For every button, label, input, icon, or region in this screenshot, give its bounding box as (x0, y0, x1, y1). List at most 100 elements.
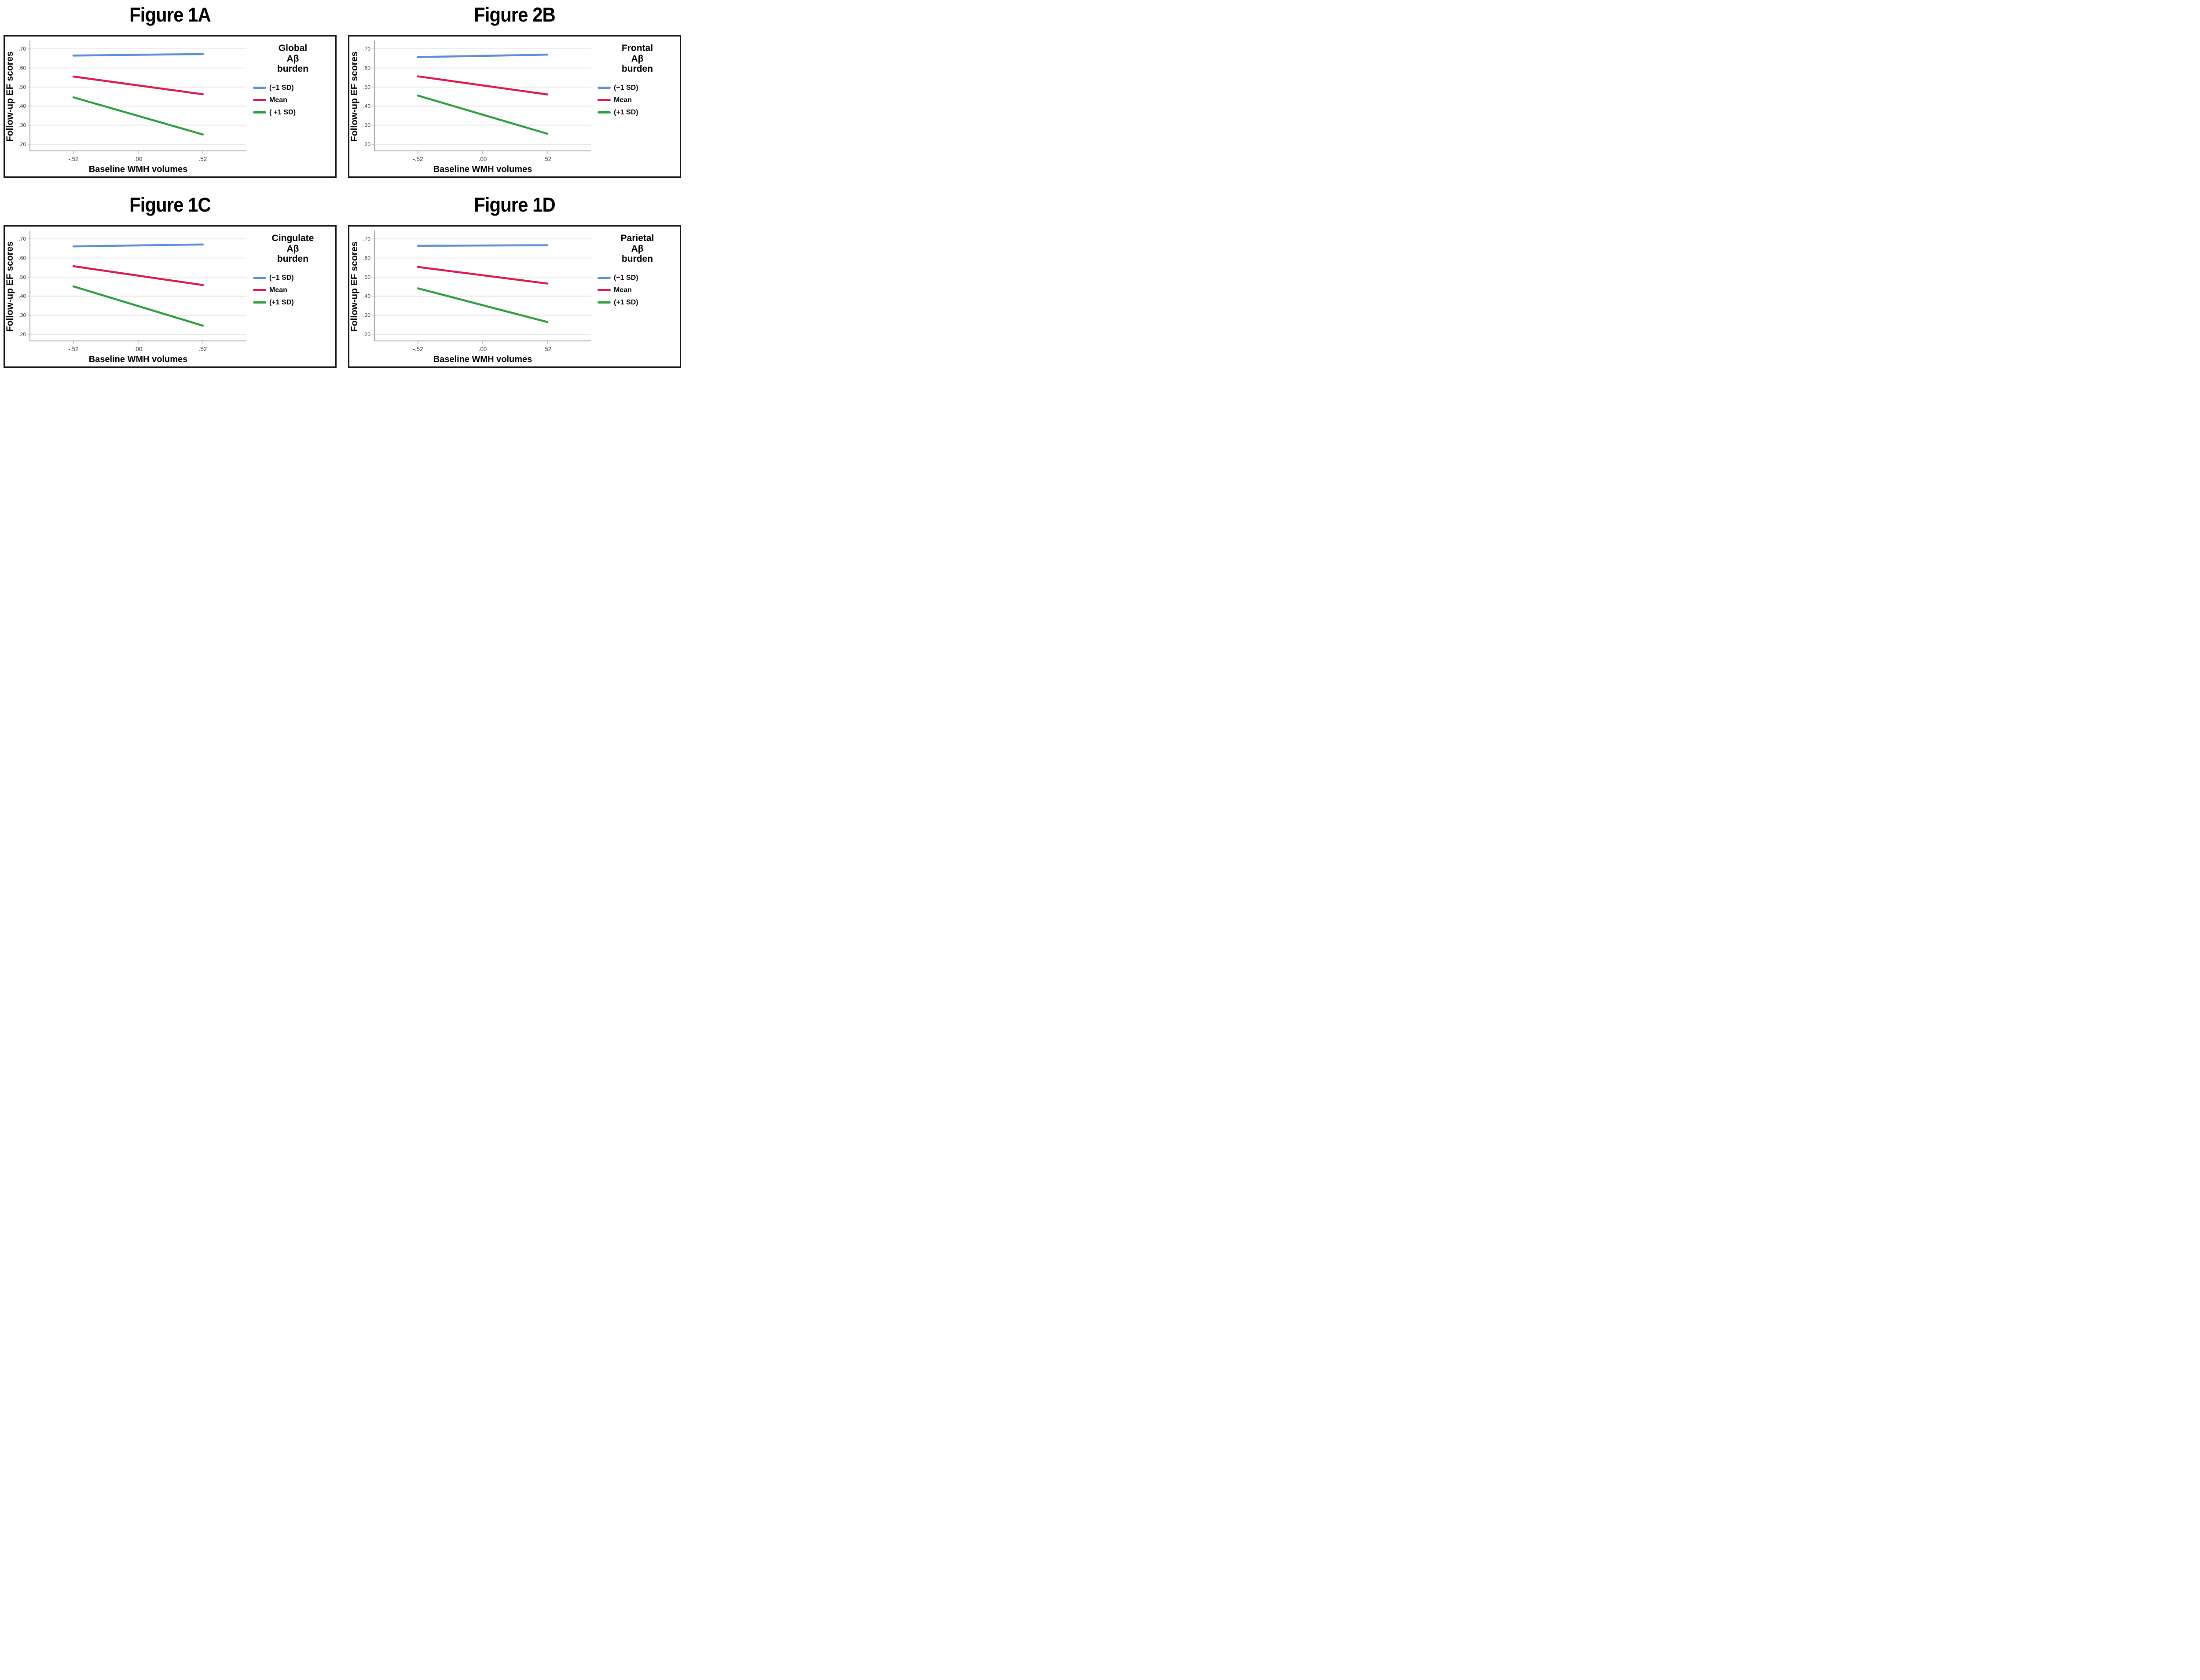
x-tick-label: -.52 (68, 156, 78, 162)
y-tick-label: .30 (363, 122, 370, 128)
legend-label: Mean (269, 96, 287, 104)
x-tick-label: .00 (134, 346, 143, 352)
line-chart-2b: .70 .60 .50 .40 .30 .20 -.52 .00 .52 Baseline WMH… (349, 40, 591, 174)
y-axis-label: Follow-up EF scores (5, 242, 15, 332)
y-tick-label: .60 (363, 255, 370, 261)
y-tick-label: .40 (18, 103, 26, 109)
series-line-plus1sd (72, 96, 204, 135)
legend-title-line: Parietal (620, 233, 654, 243)
legend-line-swatch-blue-icon (598, 87, 611, 89)
y-tick-label: .40 (363, 103, 370, 109)
y-tick-label: .60 (18, 65, 26, 71)
chart-panel-2b: .70 .60 .50 .40 .30 .20 -.52 .00 .52 Baseline WMH… (348, 35, 681, 178)
legend-items: (−1 SD) Mean ( +1 SD) (252, 84, 334, 117)
legend-line-swatch-blue-icon (253, 277, 266, 279)
y-axis-label: Follow-up EF scores (5, 51, 15, 142)
legend-label: Mean (614, 96, 632, 104)
x-axis-label: Baseline WMH volumes (433, 165, 532, 174)
y-axis-label: Follow-up EF scores (349, 242, 359, 332)
quadrant-figure-2b: Figure 2B .70 .60 .50 .40 .30 .20 -.52 .00 .52 Ba… (348, 3, 681, 178)
legend-title-line: Aβ (286, 243, 299, 254)
legend-label: (+1 SD) (269, 298, 294, 306)
y-tick-label: .50 (363, 84, 370, 90)
legend-title: Parietal Aβ burden (597, 233, 678, 264)
series-line-minus1sd (417, 53, 549, 59)
figure-title-1c: Figure 1C (129, 194, 211, 216)
series-line-mean (417, 266, 549, 285)
line-chart-1a: .70 .60 .50 .40 .30 .20 -.52 .00 .52 Baseline WMH… (5, 40, 246, 174)
x-axis-label: Baseline WMH volumes (89, 165, 188, 174)
legend-item-mean: Mean (598, 96, 678, 104)
legend-title-line: burden (277, 64, 309, 74)
legend-title-line: Aβ (286, 53, 299, 64)
x-tick-label: .00 (479, 346, 487, 352)
line-chart-1d: .70 .60 .50 .40 .30 .20 -.52 .00 .52 Baseline WMH… (349, 231, 591, 364)
y-tick-label: .40 (363, 293, 370, 299)
legend-items: (−1 SD) Mean (+1 SD) (597, 274, 678, 307)
legend-items: (−1 SD) Mean (+1 SD) (252, 274, 334, 307)
legend-title-line: burden (277, 254, 309, 264)
legend-line-swatch-red-icon (253, 289, 266, 292)
legend-label: (+1 SD) (614, 108, 638, 116)
x-tick-label: -.52 (68, 346, 78, 352)
series-line-minus1sd (72, 243, 204, 248)
x-tick-label: .52 (543, 346, 552, 352)
legend-title-line: burden (621, 64, 653, 74)
figure-title-2b: Figure 2B (474, 4, 556, 26)
y-tick-label: .30 (363, 312, 370, 318)
series-line-mean (72, 265, 204, 286)
legend-item-plus1sd: (+1 SD) (598, 299, 678, 307)
x-tick-label: -.52 (413, 346, 423, 352)
series-line-mean (417, 75, 549, 95)
y-tick-label: .50 (18, 84, 26, 90)
legend-item-minus1sd: (−1 SD) (253, 84, 334, 92)
line-chart-1c: .70 .60 .50 .40 .30 .20 -.52 .00 .52 Baseline WMH… (5, 231, 246, 364)
legend-title-line: Aβ (631, 53, 644, 64)
legend-item-mean: Mean (253, 96, 334, 104)
legend-item-minus1sd: (−1 SD) (598, 274, 678, 282)
legend-item-mean: Mean (253, 286, 334, 294)
legend-line-swatch-red-icon (598, 99, 611, 102)
figure-title-1a: Figure 1A (129, 4, 211, 26)
legend-label: (−1 SD) (269, 274, 294, 282)
figure-title-1d: Figure 1D (474, 194, 556, 216)
legend-title: Cingulate Aβ burden (252, 233, 334, 264)
legend-title-line: Global (278, 43, 308, 53)
x-tick-label: .52 (199, 156, 207, 162)
legend-item-plus1sd: (+1 SD) (253, 299, 334, 307)
legend-label: (−1 SD) (269, 84, 294, 92)
chart-legend-1d: Parietal Aβ burden (−1 SD) Mean (597, 227, 680, 366)
y-tick-label: .20 (363, 331, 370, 337)
y-tick-label: .30 (18, 122, 26, 128)
series-line-plus1sd (417, 287, 549, 323)
x-tick-label: .00 (134, 156, 143, 162)
legend-line-swatch-green-icon (253, 111, 266, 114)
y-tick-label: .20 (18, 331, 26, 337)
chart-legend-1a: Global Aβ burden (−1 SD) Mean ( (252, 37, 335, 176)
chart-legend-1c: Cingulate Aβ burden (−1 SD) Mean (252, 227, 335, 366)
legend-title: Frontal Aβ burden (597, 43, 678, 74)
legend-title-line: Aβ (631, 243, 644, 254)
x-tick-label: .52 (543, 156, 552, 162)
y-tick-label: .70 (18, 236, 26, 242)
y-tick-label: .70 (18, 46, 26, 52)
series-line-plus1sd (417, 95, 549, 135)
legend-item-minus1sd: (−1 SD) (598, 84, 678, 92)
y-tick-label: .50 (363, 274, 370, 280)
legend-line-swatch-blue-icon (598, 277, 611, 279)
legend-title-line: Cingulate (271, 233, 314, 243)
legend-label: (+1 SD) (614, 298, 638, 306)
y-tick-label: .40 (18, 293, 26, 299)
legend-item-mean: Mean (598, 286, 678, 294)
legend-item-plus1sd: ( +1 SD) (253, 109, 334, 117)
legend-line-swatch-red-icon (598, 289, 611, 292)
x-axis-label: Baseline WMH volumes (89, 355, 188, 364)
quadrant-figure-1d: Figure 1D .70 .60 .50 .40 .30 .20 -.52 .00 .52 Ba… (348, 193, 681, 368)
legend-title-line: Frontal (621, 43, 653, 53)
legend-label: (−1 SD) (614, 274, 638, 282)
x-tick-label: .52 (199, 346, 207, 352)
legend-title-line: burden (621, 254, 653, 264)
x-tick-label: -.52 (413, 156, 423, 162)
y-tick-label: .30 (18, 312, 26, 318)
x-tick-label: .00 (479, 156, 487, 162)
